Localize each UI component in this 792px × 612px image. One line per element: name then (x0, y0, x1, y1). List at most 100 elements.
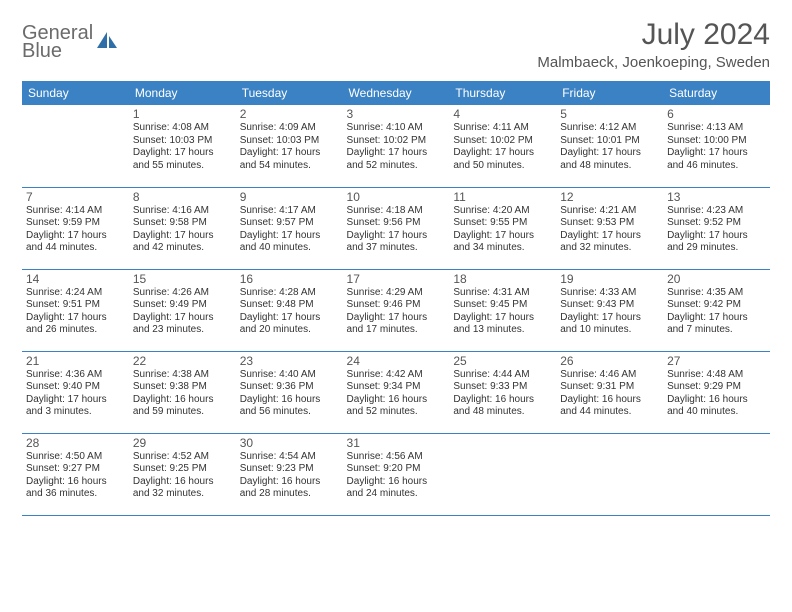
day-number: 11 (453, 190, 552, 204)
day-number: 17 (347, 272, 446, 286)
day-number: 4 (453, 107, 552, 121)
sunset-text: Sunset: 9:51 PM (26, 299, 125, 312)
calendar-day-cell: 21Sunrise: 4:36 AMSunset: 9:40 PMDayligh… (22, 351, 129, 433)
daylight-text: Daylight: 17 hours and 34 minutes. (453, 230, 552, 255)
daylight-text: Daylight: 17 hours and 40 minutes. (240, 230, 339, 255)
sunset-text: Sunset: 9:34 PM (347, 381, 446, 394)
sunrise-text: Sunrise: 4:16 AM (133, 205, 232, 218)
day-number: 16 (240, 272, 339, 286)
sunset-text: Sunset: 9:36 PM (240, 381, 339, 394)
calendar-day-cell: 31Sunrise: 4:56 AMSunset: 9:20 PMDayligh… (343, 433, 450, 515)
sunrise-text: Sunrise: 4:09 AM (240, 122, 339, 135)
calendar-day-cell: 28Sunrise: 4:50 AMSunset: 9:27 PMDayligh… (22, 433, 129, 515)
sunset-text: Sunset: 10:02 PM (347, 135, 446, 148)
sunrise-text: Sunrise: 4:33 AM (560, 287, 659, 300)
daylight-text: Daylight: 17 hours and 55 minutes. (133, 147, 232, 172)
sunrise-text: Sunrise: 4:17 AM (240, 205, 339, 218)
day-number: 1 (133, 107, 232, 121)
sunrise-text: Sunrise: 4:18 AM (347, 205, 446, 218)
sunset-text: Sunset: 10:00 PM (667, 135, 766, 148)
day-number: 19 (560, 272, 659, 286)
day-number: 2 (240, 107, 339, 121)
calendar-day-cell: 1Sunrise: 4:08 AMSunset: 10:03 PMDayligh… (129, 105, 236, 187)
day-header: Tuesday (236, 81, 343, 105)
location-text: Malmbaeck, Joenkoeping, Sweden (537, 54, 770, 71)
calendar-day-cell: 27Sunrise: 4:48 AMSunset: 9:29 PMDayligh… (663, 351, 770, 433)
sunset-text: Sunset: 9:43 PM (560, 299, 659, 312)
calendar-day-cell: 16Sunrise: 4:28 AMSunset: 9:48 PMDayligh… (236, 269, 343, 351)
day-number: 6 (667, 107, 766, 121)
daylight-text: Daylight: 17 hours and 10 minutes. (560, 312, 659, 337)
daylight-text: Daylight: 16 hours and 40 minutes. (667, 394, 766, 419)
calendar-day-cell: 10Sunrise: 4:18 AMSunset: 9:56 PMDayligh… (343, 187, 450, 269)
daylight-text: Daylight: 16 hours and 44 minutes. (560, 394, 659, 419)
daylight-text: Daylight: 17 hours and 42 minutes. (133, 230, 232, 255)
sunset-text: Sunset: 9:52 PM (667, 217, 766, 230)
sunset-text: Sunset: 9:53 PM (560, 217, 659, 230)
day-number: 29 (133, 436, 232, 450)
daylight-text: Daylight: 16 hours and 36 minutes. (26, 476, 125, 501)
calendar-day-cell: 29Sunrise: 4:52 AMSunset: 9:25 PMDayligh… (129, 433, 236, 515)
daylight-text: Daylight: 17 hours and 46 minutes. (667, 147, 766, 172)
calendar-day-cell: 13Sunrise: 4:23 AMSunset: 9:52 PMDayligh… (663, 187, 770, 269)
day-number: 25 (453, 354, 552, 368)
daylight-text: Daylight: 17 hours and 54 minutes. (240, 147, 339, 172)
sunrise-text: Sunrise: 4:11 AM (453, 122, 552, 135)
calendar-day-cell: 24Sunrise: 4:42 AMSunset: 9:34 PMDayligh… (343, 351, 450, 433)
calendar-empty-cell (556, 433, 663, 515)
sunrise-text: Sunrise: 4:50 AM (26, 451, 125, 464)
day-number: 15 (133, 272, 232, 286)
calendar-day-cell: 2Sunrise: 4:09 AMSunset: 10:03 PMDayligh… (236, 105, 343, 187)
sunset-text: Sunset: 10:03 PM (133, 135, 232, 148)
sunset-text: Sunset: 9:42 PM (667, 299, 766, 312)
brand-logo: General Blue (22, 18, 121, 60)
day-number: 9 (240, 190, 339, 204)
calendar-day-cell: 15Sunrise: 4:26 AMSunset: 9:49 PMDayligh… (129, 269, 236, 351)
day-number: 12 (560, 190, 659, 204)
calendar-day-cell: 25Sunrise: 4:44 AMSunset: 9:33 PMDayligh… (449, 351, 556, 433)
sunrise-text: Sunrise: 4:13 AM (667, 122, 766, 135)
daylight-text: Daylight: 16 hours and 32 minutes. (133, 476, 232, 501)
day-number: 21 (26, 354, 125, 368)
sunrise-text: Sunrise: 4:12 AM (560, 122, 659, 135)
day-header: Friday (556, 81, 663, 105)
day-header: Monday (129, 81, 236, 105)
calendar-table: SundayMondayTuesdayWednesdayThursdayFrid… (22, 81, 770, 516)
day-number: 5 (560, 107, 659, 121)
calendar-body: 1Sunrise: 4:08 AMSunset: 10:03 PMDayligh… (22, 105, 770, 515)
day-number: 7 (26, 190, 125, 204)
daylight-text: Daylight: 17 hours and 44 minutes. (26, 230, 125, 255)
day-number: 24 (347, 354, 446, 368)
sunrise-text: Sunrise: 4:28 AM (240, 287, 339, 300)
daylight-text: Daylight: 16 hours and 59 minutes. (133, 394, 232, 419)
sunset-text: Sunset: 9:25 PM (133, 463, 232, 476)
daylight-text: Daylight: 17 hours and 13 minutes. (453, 312, 552, 337)
sunset-text: Sunset: 9:31 PM (560, 381, 659, 394)
sunrise-text: Sunrise: 4:46 AM (560, 369, 659, 382)
day-number: 18 (453, 272, 552, 286)
sunset-text: Sunset: 9:23 PM (240, 463, 339, 476)
sunset-text: Sunset: 9:49 PM (133, 299, 232, 312)
calendar-day-cell: 17Sunrise: 4:29 AMSunset: 9:46 PMDayligh… (343, 269, 450, 351)
sunrise-text: Sunrise: 4:44 AM (453, 369, 552, 382)
day-number: 31 (347, 436, 446, 450)
calendar-day-cell: 4Sunrise: 4:11 AMSunset: 10:02 PMDayligh… (449, 105, 556, 187)
sunrise-text: Sunrise: 4:38 AM (133, 369, 232, 382)
sunset-text: Sunset: 9:20 PM (347, 463, 446, 476)
page-header: General Blue July 2024 Malmbaeck, Joenko… (22, 18, 770, 71)
daylight-text: Daylight: 17 hours and 20 minutes. (240, 312, 339, 337)
calendar-day-cell: 11Sunrise: 4:20 AMSunset: 9:55 PMDayligh… (449, 187, 556, 269)
calendar-week-row: 7Sunrise: 4:14 AMSunset: 9:59 PMDaylight… (22, 187, 770, 269)
calendar-week-row: 21Sunrise: 4:36 AMSunset: 9:40 PMDayligh… (22, 351, 770, 433)
brand-text: General Blue (22, 24, 93, 60)
calendar-day-cell: 12Sunrise: 4:21 AMSunset: 9:53 PMDayligh… (556, 187, 663, 269)
sunrise-text: Sunrise: 4:35 AM (667, 287, 766, 300)
brand-sail-icon (95, 28, 121, 57)
sunset-text: Sunset: 9:59 PM (26, 217, 125, 230)
day-header: Wednesday (343, 81, 450, 105)
day-number: 28 (26, 436, 125, 450)
daylight-text: Daylight: 17 hours and 32 minutes. (560, 230, 659, 255)
sunrise-text: Sunrise: 4:52 AM (133, 451, 232, 464)
sunset-text: Sunset: 9:56 PM (347, 217, 446, 230)
calendar-empty-cell (449, 433, 556, 515)
